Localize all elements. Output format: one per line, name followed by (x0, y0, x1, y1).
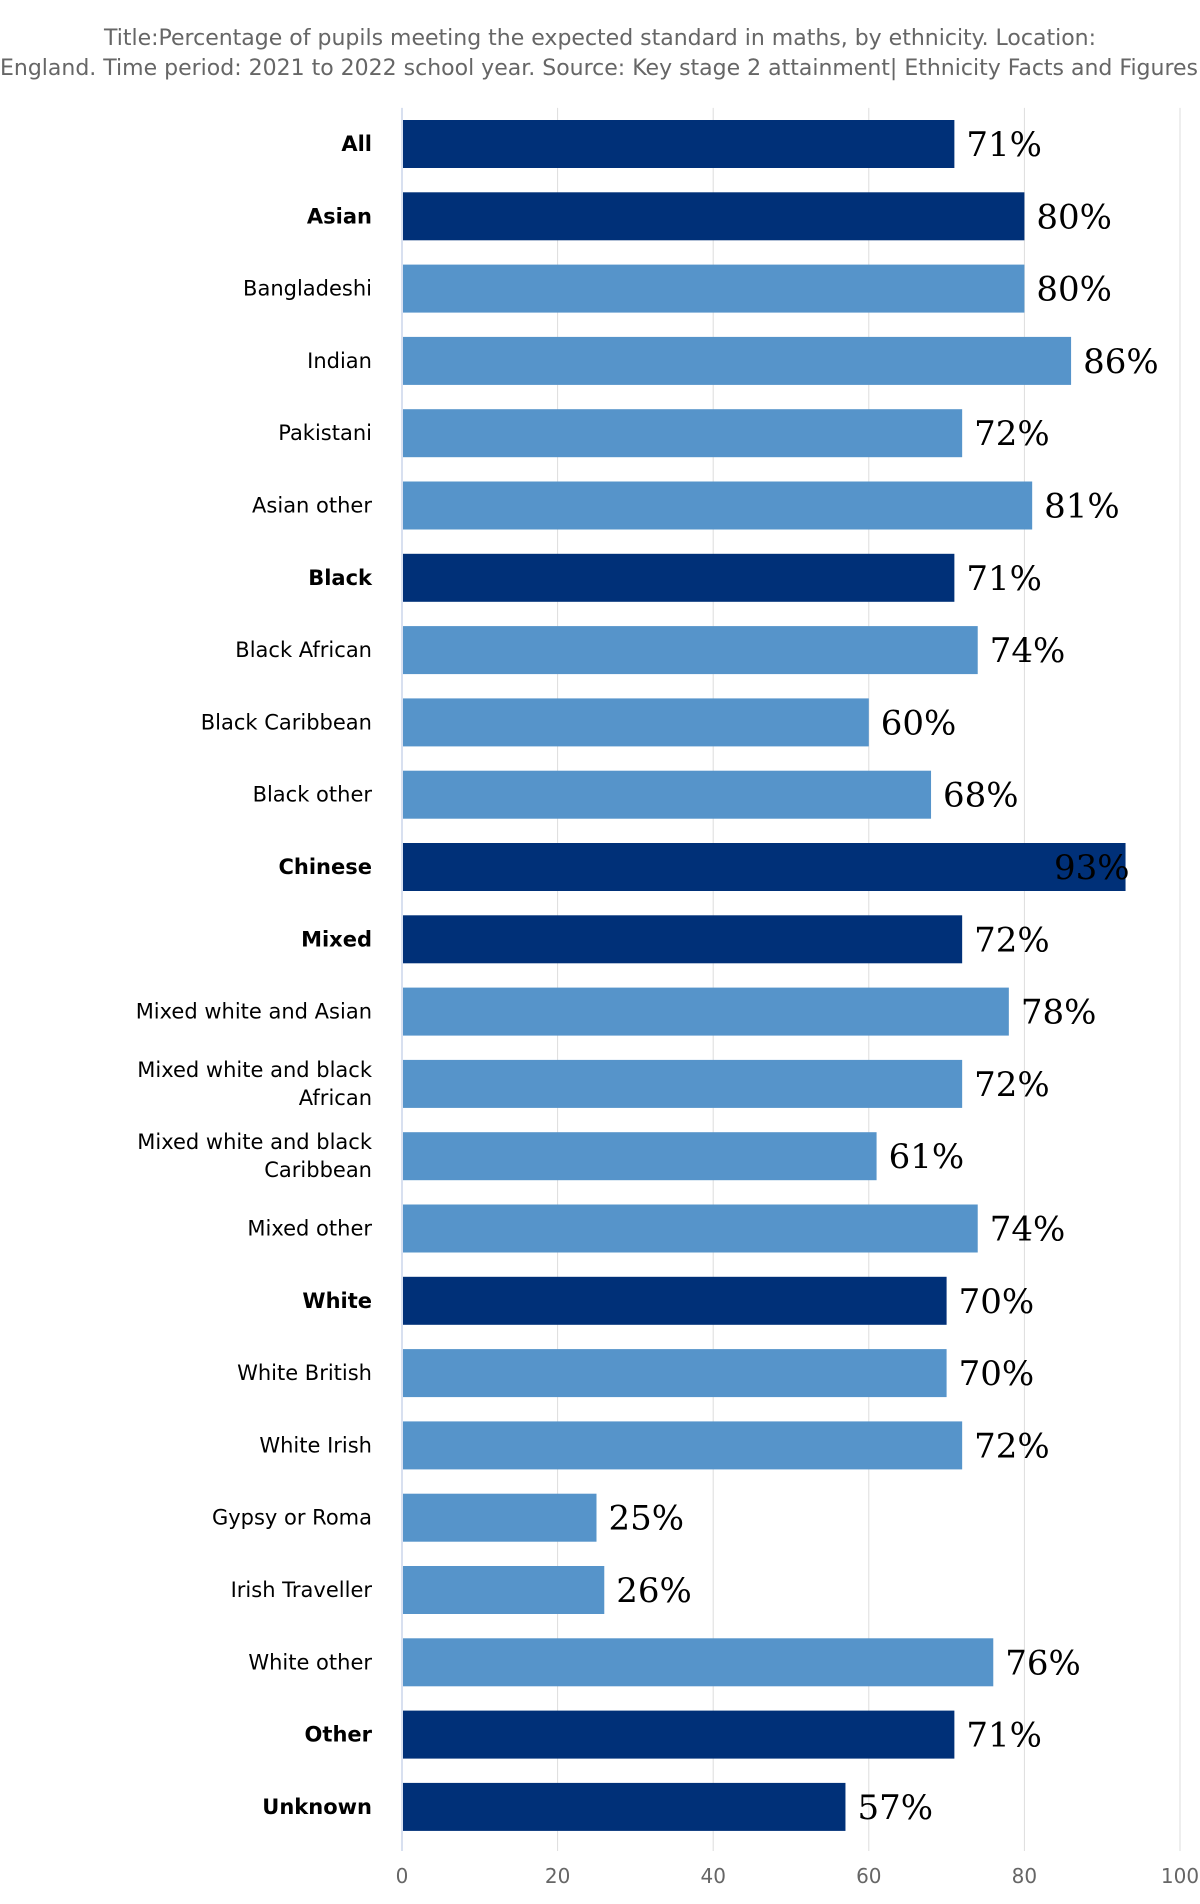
category-label: Mixed white and black (137, 1130, 373, 1154)
category-label: Black Caribbean (201, 710, 372, 734)
bar[interactable] (403, 553, 955, 602)
data-label: 80% (1036, 270, 1112, 310)
category-label: Mixed other (247, 1217, 372, 1241)
category-label: Bangladeshi (243, 277, 372, 301)
category-label: Other (305, 1723, 373, 1747)
category-label: Asian (307, 204, 372, 228)
data-label: 74% (990, 631, 1066, 671)
data-label: 86% (1083, 342, 1159, 382)
category-label: Indian (307, 349, 372, 373)
data-label: 61% (889, 1137, 965, 1177)
data-label: 68% (943, 776, 1019, 816)
bar[interactable] (403, 1204, 978, 1253)
chart-title-line-2: England. Time period: 2021 to 2022 schoo… (0, 56, 1200, 81)
category-label: Black other (253, 783, 373, 807)
category-label: Irish Traveller (231, 1578, 373, 1602)
bar[interactable] (403, 698, 869, 747)
data-label: 26% (616, 1571, 692, 1611)
x-tick-label: 40 (700, 1864, 725, 1888)
bar[interactable] (403, 843, 1126, 891)
data-label: 60% (881, 703, 957, 743)
category-labels: All Asian Bangladeshi Indian Pakistani Asian … (136, 132, 373, 1819)
category-label: Pakistani (278, 421, 372, 445)
data-label: 72% (974, 920, 1050, 960)
x-tick-label: 100 (1161, 1864, 1199, 1888)
data-label: 78% (1021, 993, 1097, 1033)
bar[interactable] (403, 1349, 947, 1398)
data-label: 25% (609, 1499, 685, 1539)
category-label: Gypsy or Roma (212, 1506, 372, 1530)
category-label: White (302, 1289, 372, 1313)
chart-title-line-1: Title:Percentage of pupils meeting the e… (103, 26, 1097, 51)
bar[interactable] (403, 1493, 597, 1542)
category-label: Black African (235, 638, 372, 662)
x-tick-label: 60 (856, 1864, 881, 1888)
data-labels: 71%80%80%86%72%81%71%74%60%68%93%72%78%7… (609, 125, 1159, 1828)
category-label: African (299, 1086, 372, 1110)
bar[interactable] (403, 192, 1025, 241)
bar[interactable] (403, 1710, 955, 1759)
data-label: 72% (974, 414, 1050, 454)
x-tick-label: 0 (396, 1864, 409, 1888)
category-label: All (341, 132, 372, 156)
data-label: 76% (1005, 1643, 1081, 1683)
bar[interactable] (403, 1059, 963, 1108)
category-label: White Irish (259, 1433, 372, 1457)
bar[interactable] (403, 1638, 994, 1687)
data-label: 70% (959, 1282, 1035, 1322)
data-label: 72% (974, 1426, 1050, 1466)
bar[interactable] (403, 1276, 947, 1325)
bar[interactable] (403, 481, 1033, 530)
category-label: Mixed white and Asian (136, 1000, 372, 1024)
category-label: Unknown (262, 1795, 372, 1819)
bar[interactable] (403, 1566, 605, 1614)
bar[interactable] (403, 120, 955, 168)
data-label: 93% (1054, 848, 1130, 888)
category-label: White British (237, 1361, 372, 1385)
bar[interactable] (403, 1132, 877, 1181)
category-label: Mixed (301, 927, 372, 951)
x-axis-ticks: 0 20 40 60 80 100 (396, 1864, 1199, 1888)
chart-title: Title:Percentage of pupils meeting the e… (0, 24, 1200, 84)
category-label: White other (248, 1650, 372, 1674)
bar[interactable] (403, 409, 963, 458)
category-label: Mixed white and black (137, 1058, 373, 1082)
x-tick-label: 20 (545, 1864, 570, 1888)
category-label: Asian other (252, 494, 372, 518)
bars (403, 120, 1126, 1831)
category-label: Caribbean (264, 1158, 372, 1182)
grid-lines (401, 107, 1181, 1852)
bar[interactable] (403, 915, 963, 964)
bar[interactable] (403, 336, 1072, 385)
category-label: Chinese (279, 855, 373, 879)
data-label: 57% (857, 1788, 933, 1828)
data-label: 71% (966, 125, 1042, 165)
data-label: 71% (966, 559, 1042, 599)
data-label: 70% (959, 1354, 1035, 1394)
bar[interactable] (403, 264, 1025, 313)
data-label: 74% (990, 1210, 1066, 1250)
data-label: 72% (974, 1065, 1050, 1105)
bar[interactable] (403, 1782, 846, 1831)
data-label: 80% (1036, 197, 1112, 237)
bar[interactable] (403, 626, 978, 675)
data-label: 81% (1044, 487, 1120, 527)
data-label: 71% (966, 1716, 1042, 1756)
bar[interactable] (403, 987, 1009, 1036)
category-label: Black (308, 566, 373, 590)
x-tick-label: 80 (1012, 1864, 1037, 1888)
bar[interactable] (403, 1421, 963, 1470)
bar[interactable] (403, 770, 932, 819)
